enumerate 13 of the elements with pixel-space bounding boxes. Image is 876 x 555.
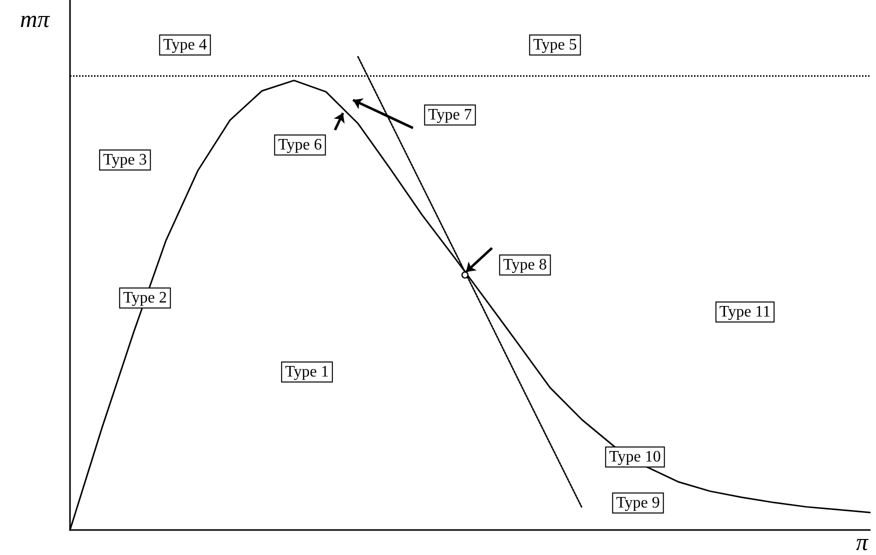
text: Type 5 bbox=[533, 36, 577, 54]
annotation: Type 6 bbox=[278, 136, 322, 154]
annotation: Type 8 bbox=[503, 256, 547, 274]
y-axis-title: mπ bbox=[20, 7, 50, 33]
text: Type 4 bbox=[163, 36, 207, 54]
annotation: Type 2 bbox=[123, 290, 167, 306]
annotation: Type 10 bbox=[609, 448, 661, 466]
annotation: Type 1 bbox=[285, 364, 329, 380]
annotation: Type 3 bbox=[103, 152, 147, 168]
x-axis-title: π bbox=[856, 530, 869, 555]
annotation: Type 9 bbox=[616, 494, 660, 512]
annotation: Type 11 bbox=[719, 304, 771, 320]
annotation: Type 7 bbox=[428, 106, 472, 124]
